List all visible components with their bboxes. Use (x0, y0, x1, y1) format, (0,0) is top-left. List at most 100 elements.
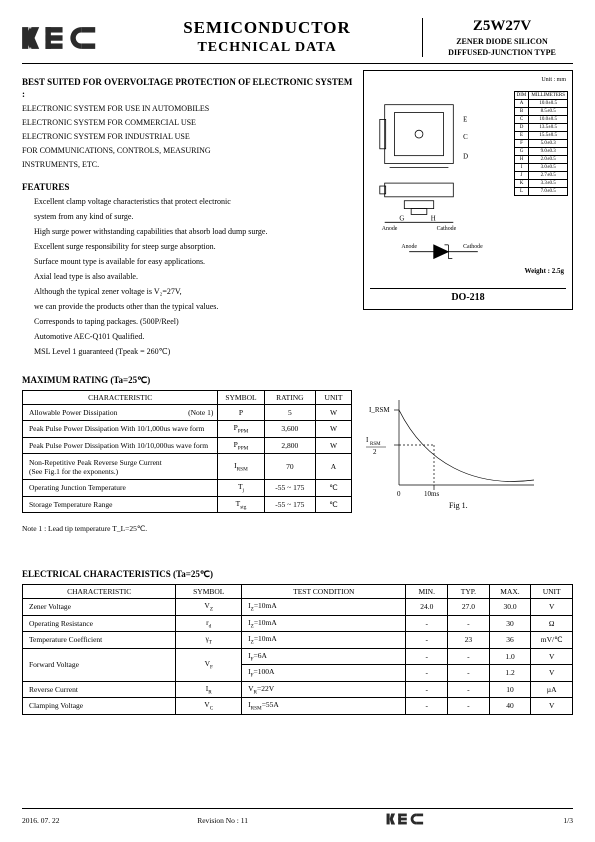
mr-h3: UNIT (316, 391, 352, 405)
max-rating-title: MAXIMUM RATING (Ta=25℃) (22, 375, 573, 386)
footer-date: 2016. 07. 22 (22, 816, 60, 825)
dim-row: G9.0±0.3 (514, 148, 567, 156)
suited-list: ELECTRONIC SYSTEM FOR USE IN AUTOMOBILES… (22, 102, 353, 172)
svg-text:Cathode: Cathode (463, 244, 483, 250)
part-sub2: DIFFUSED-JUNCTION TYPE (431, 48, 573, 57)
company-logo (22, 18, 112, 57)
footer-logo (386, 812, 426, 828)
fig1-x2: 10ms (424, 490, 439, 498)
suited-line: ELECTRONIC SYSTEM FOR INDUSTRIAL USE (22, 130, 353, 144)
dim-row: F5.0±0.3 (514, 140, 567, 148)
svg-text:E: E (463, 116, 467, 123)
max-rating-section: CHARACTERISTIC SYMBOL RATING UNIT Allowa… (22, 390, 573, 520)
title-line-2: TECHNICAL DATA (120, 40, 414, 56)
ec-h6: UNIT (531, 585, 573, 599)
doc-title: SEMICONDUCTOR TECHNICAL DATA (112, 18, 423, 57)
title-line-1: SEMICONDUCTOR (120, 18, 414, 38)
dim-row: C10.0±0.5 (514, 116, 567, 124)
suited-heading: BEST SUITED FOR OVERVOLTAGE PROTECTION O… (22, 76, 353, 100)
feature-item: Axial lead type is also available. (34, 269, 353, 284)
svg-text:H: H (431, 215, 436, 222)
dim-row: I3.0±0.5 (514, 164, 567, 172)
part-number: Z5W27V (431, 18, 573, 35)
feature-item: High surge power withstanding capabiliti… (34, 224, 353, 239)
dim-row: D13.5±0.5 (514, 124, 567, 132)
feature-item: Excellent clamp voltage characteristics … (34, 194, 353, 209)
svg-text:C: C (463, 134, 468, 141)
part-header: Z5W27V ZENER DIODE SILICON DIFFUSED-JUNC… (423, 18, 573, 57)
feature-item: Excellent surge responsibility for steep… (34, 239, 353, 254)
ec-h3: MIN. (406, 585, 448, 599)
elec-row: Clamping VoltageVCIRSM=55A--40V (23, 698, 573, 715)
mr-h1: SYMBOL (218, 391, 264, 405)
fig1-x1: 0 (397, 490, 401, 498)
elec-row: Operating ResistancerdIZ=10mA--30Ω (23, 615, 573, 632)
fig1-caption: Fig 1. (449, 501, 468, 510)
note-1: Note 1 : Lead tip temperature T_L=25℃. (22, 524, 573, 533)
page-header: SEMICONDUCTOR TECHNICAL DATA Z5W27V ZENE… (22, 18, 573, 64)
ec-h2: TEST CONDITION (242, 585, 406, 599)
svg-text:2: 2 (373, 448, 377, 456)
ec-h5: MAX. (489, 585, 531, 599)
weight-label: Weight : 2.5g (525, 267, 564, 275)
elec-row: Forward VoltageVFIF=6A--1.0V (23, 648, 573, 665)
features-heading: FEATURES (22, 182, 353, 192)
package-name: DO-218 (364, 292, 572, 303)
ec-h1: SYMBOL (176, 585, 242, 599)
max-rating-row: Operating Junction TemperatureTj-55 ~ 17… (23, 480, 352, 497)
feature-item: Automotive AEC-Q101 Qualified. (34, 329, 353, 344)
elec-row: Zener VoltageVZIZ=10mA24.027.030.0V (23, 599, 573, 616)
svg-text:D: D (463, 154, 468, 161)
feature-item: we can provide the products other than t… (34, 299, 353, 314)
elec-title: ELECTRICAL CHARACTERISTICS (Ta=25℃) (22, 569, 573, 580)
dim-row: B8.5±0.5 (514, 108, 567, 116)
dim-row: A10.0±0.5 (514, 100, 567, 108)
kec-logo-small-icon (386, 812, 426, 826)
description-column: BEST SUITED FOR OVERVOLTAGE PROTECTION O… (22, 70, 353, 359)
max-rating-row: Non-Repetitive Peak Reverse Surge Curren… (23, 454, 352, 480)
ec-h4: TYP. (448, 585, 490, 599)
dim-row: L7.0±0.5 (514, 188, 567, 196)
dim-row: J2.7±0.5 (514, 172, 567, 180)
top-section: BEST SUITED FOR OVERVOLTAGE PROTECTION O… (22, 70, 573, 359)
svg-text:Anode: Anode (401, 244, 417, 250)
suited-line: ELECTRONIC SYSTEM FOR COMMERCIAL USE (22, 116, 353, 130)
mr-h2: RATING (264, 391, 315, 405)
feature-item: Although the typical zener voltage is V₂… (34, 284, 353, 299)
feature-item: system from any kind of surge. (34, 209, 353, 224)
feature-item: Corresponds to taping packages. (500P/Re… (34, 314, 353, 329)
feature-item: MSL Level 1 guaranteed (Tpeak = 260℃) (34, 344, 353, 359)
ec-h0: CHARACTERISTIC (23, 585, 176, 599)
dimension-table: DIMMILLIMETERS A10.0±0.5B8.5±0.5C10.0±0.… (514, 91, 568, 196)
part-sub1: ZENER DIODE SILICON (431, 37, 573, 46)
suited-line: ELECTRONIC SYSTEM FOR USE IN AUTOMOBILES (22, 102, 353, 116)
suited-line: INSTRUMENTS, ETC. (22, 158, 353, 172)
svg-text:G: G (399, 215, 404, 222)
svg-text:RSM: RSM (370, 442, 381, 447)
dim-head-1: MILLIMETERS (529, 92, 568, 100)
elec-table: CHARACTERISTIC SYMBOL TEST CONDITION MIN… (22, 584, 573, 715)
package-outline: Unit : mm Anode Cathode (363, 70, 573, 310)
footer-page: 1/3 (563, 816, 573, 825)
features-list: Excellent clamp voltage characteristics … (22, 194, 353, 359)
kec-logo-icon (22, 24, 100, 52)
suited-line: FOR COMMUNICATIONS, CONTROLS, MEASURING (22, 144, 353, 158)
dim-head-0: DIM (514, 92, 529, 100)
elec-row: Reverse CurrentIRVR=22V--10µA (23, 681, 573, 698)
page-footer: 2016. 07. 22 Revision No : 11 1/3 (22, 808, 573, 828)
feature-item: Surface mount type is available for easy… (34, 254, 353, 269)
max-rating-row: Allowable Power Dissipation(Note 1)P5W (23, 405, 352, 421)
dim-row: H2.0±0.5 (514, 156, 567, 164)
max-rating-row: Peak Pulse Power Dissipation With 10/10,… (23, 437, 352, 454)
dim-row: E15.5±0.5 (514, 132, 567, 140)
fig1-chart-icon: I_RSM I RSM 2 0 10ms Fig 1. (364, 390, 544, 510)
svg-text:Cathode: Cathode (437, 226, 457, 232)
svg-text:I: I (366, 436, 369, 444)
max-rating-table: CHARACTERISTIC SYMBOL RATING UNIT Allowa… (22, 390, 352, 513)
svg-text:Anode: Anode (382, 226, 398, 232)
max-rating-row: Peak Pulse Power Dissipation With 10/1,0… (23, 421, 352, 438)
fig1-y1: I_RSM (369, 406, 390, 414)
footer-rev: Revision No : 11 (197, 816, 248, 825)
max-rating-row: Storage Temperature RangeTstg-55 ~ 175℃ (23, 496, 352, 513)
dim-row: K3.3±0.5 (514, 180, 567, 188)
